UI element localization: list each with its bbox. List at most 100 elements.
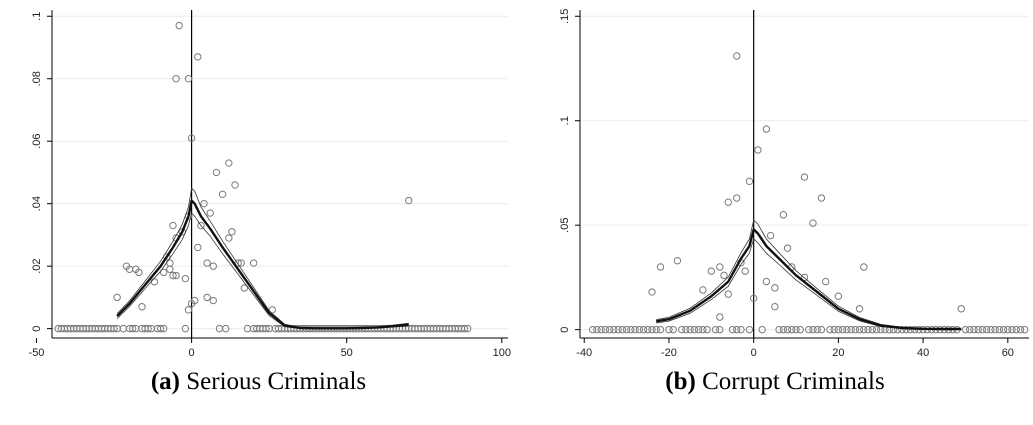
x-tick-label: 0 xyxy=(189,347,195,359)
data-point xyxy=(817,194,826,202)
chart-a-svg: 0 .02 .04 .06 .08 .1 -50 0 50 100 xyxy=(29,10,511,359)
data-point xyxy=(175,21,183,30)
data-point-zero xyxy=(618,325,627,334)
fit-line xyxy=(116,199,409,330)
data-point xyxy=(762,125,771,133)
data-point xyxy=(724,290,732,298)
data-point xyxy=(181,324,190,333)
data-point-zero xyxy=(589,325,597,334)
x-tick-label: 50 xyxy=(341,347,353,359)
data-point xyxy=(707,267,716,275)
data-point-zero xyxy=(110,324,118,333)
data-point-zero xyxy=(961,325,970,334)
data-point-zero xyxy=(627,325,635,334)
data-point xyxy=(222,324,230,333)
data-point-zero xyxy=(851,325,860,334)
data-point xyxy=(268,306,276,314)
y-tick-label: .02 xyxy=(31,259,43,274)
data-point-zero xyxy=(159,324,168,333)
data-point-zero xyxy=(597,325,605,334)
data-point xyxy=(184,75,193,83)
y-tick-label: .1 xyxy=(559,116,571,125)
data-point-zero xyxy=(783,325,792,334)
data-point-zero xyxy=(1012,325,1020,334)
data-point-zero xyxy=(792,325,800,334)
data-point-zero xyxy=(970,325,978,334)
data-point xyxy=(135,268,143,277)
data-point-zero xyxy=(902,325,910,334)
data-point-zero xyxy=(898,325,906,334)
data-point xyxy=(203,293,211,302)
y-tick-label: .08 xyxy=(31,71,43,86)
data-point-zero xyxy=(665,325,673,334)
data-point-zero xyxy=(669,325,677,334)
data-point xyxy=(181,274,190,283)
data-point xyxy=(724,198,732,206)
data-point xyxy=(855,305,864,313)
data-point-zero xyxy=(601,325,610,334)
data-point xyxy=(821,277,830,286)
data-point xyxy=(203,259,211,267)
data-point xyxy=(184,306,193,314)
data-point xyxy=(209,296,218,305)
x-tick-label: 0 xyxy=(751,347,757,359)
data-point-zero xyxy=(817,325,826,334)
data-point xyxy=(200,199,208,208)
data-point xyxy=(194,243,202,252)
data-point-zero xyxy=(1008,325,1016,334)
data-point-zero xyxy=(906,325,915,334)
data-point xyxy=(716,313,724,321)
chart-panel-b: 0 .05 .1 .15 -40 -20 0 20 40 60 (b) Corrupt Crimi… xyxy=(517,0,1033,425)
y-tick-label: 0 xyxy=(31,326,43,332)
data-point-zero xyxy=(631,325,639,334)
data-point-zero xyxy=(463,324,472,333)
data-point xyxy=(648,288,656,296)
x-tick-label: 60 xyxy=(1002,347,1014,359)
data-point-zero xyxy=(156,324,165,333)
data-point-zero xyxy=(834,325,843,334)
y-tick-label: .06 xyxy=(31,134,43,149)
data-point-zero xyxy=(864,325,872,334)
data-point-zero xyxy=(813,325,821,334)
data-point-zero xyxy=(605,325,614,334)
data-point-zero xyxy=(1016,325,1025,334)
data-point xyxy=(209,262,218,270)
data-point xyxy=(749,294,758,303)
y-tick-label: 0 xyxy=(559,327,571,333)
data-point xyxy=(237,259,245,267)
fit-lower-band xyxy=(116,212,409,329)
data-point xyxy=(172,75,180,83)
data-point-zero xyxy=(733,325,741,334)
x-tick-label: -40 xyxy=(576,347,592,359)
data-point xyxy=(138,303,146,311)
data-point-zero xyxy=(677,325,686,334)
data-point-zero xyxy=(460,324,469,333)
data-point-zero xyxy=(699,325,707,334)
data-point xyxy=(957,305,965,313)
data-point xyxy=(194,53,202,61)
data-point xyxy=(212,168,221,177)
data-point xyxy=(754,146,762,154)
data-point-zero xyxy=(614,325,622,334)
data-point xyxy=(197,221,205,230)
data-point-zero xyxy=(144,324,152,333)
fit-line xyxy=(656,228,962,331)
data-point-zero xyxy=(805,325,813,334)
data-point xyxy=(745,177,754,186)
data-point xyxy=(783,244,792,252)
data-point xyxy=(745,325,754,334)
x-tick-label: 20 xyxy=(832,347,844,359)
data-point-zero xyxy=(855,325,864,334)
data-point xyxy=(741,267,749,275)
data-point xyxy=(228,228,236,236)
data-point xyxy=(762,277,771,286)
x-tick-label: -20 xyxy=(661,347,677,359)
data-point-zero xyxy=(1004,325,1012,334)
chart-b-svg: 0 .05 .1 .15 -40 -20 0 20 40 60 xyxy=(559,9,1029,359)
y-tick-label: .05 xyxy=(559,218,571,233)
caption-b: (b) Corrupt Criminals xyxy=(517,368,1033,396)
caption-b-text: Corrupt Criminals xyxy=(702,368,885,395)
data-point-zero xyxy=(656,325,665,334)
data-point xyxy=(166,265,174,273)
data-point xyxy=(673,257,682,265)
